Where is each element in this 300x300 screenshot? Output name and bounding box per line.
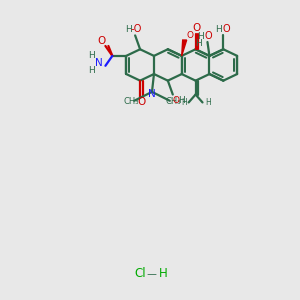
Text: CH₃: CH₃	[123, 97, 139, 106]
Text: O: O	[137, 98, 145, 107]
Text: O: O	[205, 31, 212, 41]
Text: N: N	[148, 89, 156, 99]
Text: H: H	[88, 66, 95, 75]
Polygon shape	[182, 40, 187, 56]
Text: CH₃: CH₃	[165, 97, 181, 106]
Text: N: N	[94, 58, 102, 68]
Text: O: O	[97, 36, 106, 46]
Text: —: —	[144, 269, 160, 279]
Text: H: H	[215, 25, 222, 34]
Text: H: H	[178, 96, 185, 105]
Text: H: H	[195, 40, 202, 49]
Text: Cl: Cl	[134, 267, 146, 280]
Text: O: O	[186, 31, 193, 40]
Text: H: H	[197, 32, 204, 40]
Text: O: O	[192, 23, 201, 34]
Text: O: O	[223, 25, 230, 34]
Text: H: H	[206, 98, 211, 107]
Text: O: O	[172, 96, 179, 105]
Text: H: H	[158, 267, 167, 280]
Text: H: H	[125, 25, 132, 34]
Text: -O: -O	[130, 25, 142, 34]
Text: H: H	[88, 51, 95, 60]
Text: H: H	[181, 98, 187, 107]
